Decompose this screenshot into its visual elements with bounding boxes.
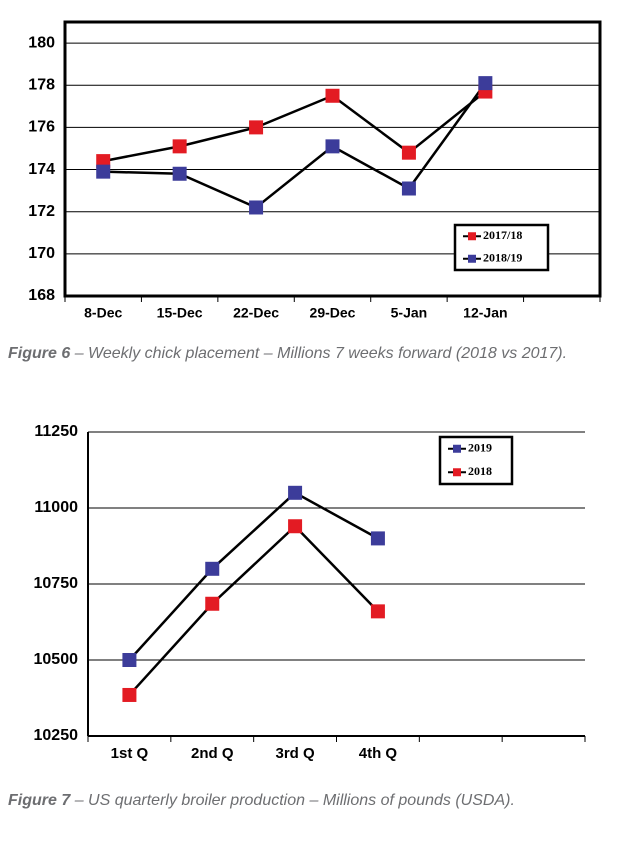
x-tick-label: 3rd Q xyxy=(275,745,315,762)
x-tick-label: 4th Q xyxy=(359,745,398,762)
marker xyxy=(249,120,264,135)
marker xyxy=(401,181,416,196)
marker xyxy=(370,604,385,619)
series-line xyxy=(103,82,487,209)
marker xyxy=(122,687,137,702)
y-tick-label: 178 xyxy=(28,76,55,93)
caption-label: Figure 6 xyxy=(8,345,71,362)
marker xyxy=(249,200,264,215)
x-tick-label: 2nd Q xyxy=(191,745,234,762)
marker xyxy=(401,145,416,160)
caption-label: Figure 7 xyxy=(8,792,71,809)
x-tick-label: 8-Dec xyxy=(84,305,122,321)
y-tick-label: 10250 xyxy=(34,727,79,744)
x-tick-label: 5-Jan xyxy=(391,305,428,321)
marker xyxy=(96,154,111,169)
y-tick-label: 176 xyxy=(28,119,55,136)
legend-label: 2017/18 xyxy=(483,228,522,242)
marker xyxy=(205,596,220,611)
y-tick-label: 170 xyxy=(28,245,55,262)
marker xyxy=(172,139,187,154)
marker xyxy=(96,164,111,179)
marker xyxy=(172,166,187,181)
y-tick-label: 172 xyxy=(28,203,55,220)
legend-marker xyxy=(468,232,476,241)
marker xyxy=(122,653,137,667)
marker xyxy=(325,139,340,154)
y-tick-label: 10750 xyxy=(34,575,79,592)
legend-marker xyxy=(453,444,461,453)
caption-text: – US quarterly broiler production – Mill… xyxy=(74,792,515,809)
marker xyxy=(325,88,340,103)
caption-text: – Weekly chick placement – Millions 7 we… xyxy=(74,345,568,362)
series-line xyxy=(128,524,379,696)
y-tick-label: 11250 xyxy=(34,423,78,440)
caption: Figure 7 – US quarterly broiler producti… xyxy=(8,790,608,812)
marker xyxy=(288,485,303,500)
x-tick-label: 1st Q xyxy=(111,745,149,762)
marker xyxy=(478,76,493,91)
plot-frame xyxy=(63,20,602,298)
y-tick-label: 10500 xyxy=(34,651,79,668)
legend-label: 2018/19 xyxy=(483,251,522,265)
legend-marker xyxy=(468,254,476,263)
y-tick-label: 168 xyxy=(28,287,55,304)
marker xyxy=(288,519,303,534)
x-tick-label: 22-Dec xyxy=(233,305,279,321)
legend-label: 2018 xyxy=(468,464,492,478)
legend-box xyxy=(438,435,514,486)
marker xyxy=(205,561,220,576)
legend-label: 2019 xyxy=(468,441,492,455)
series-line xyxy=(128,491,379,661)
series-line xyxy=(102,90,487,163)
x-tick-label: 12-Jan xyxy=(463,305,507,321)
y-tick-label: 11000 xyxy=(34,499,78,516)
caption: Figure 6 – Weekly chick placement – Mill… xyxy=(8,343,608,365)
x-tick-label: 29-Dec xyxy=(310,305,356,321)
marker xyxy=(370,531,385,546)
x-tick-label: 15-Dec xyxy=(157,305,203,321)
y-tick-label: 180 xyxy=(28,34,55,51)
y-tick-label: 174 xyxy=(28,161,55,178)
legend-marker xyxy=(453,468,461,477)
